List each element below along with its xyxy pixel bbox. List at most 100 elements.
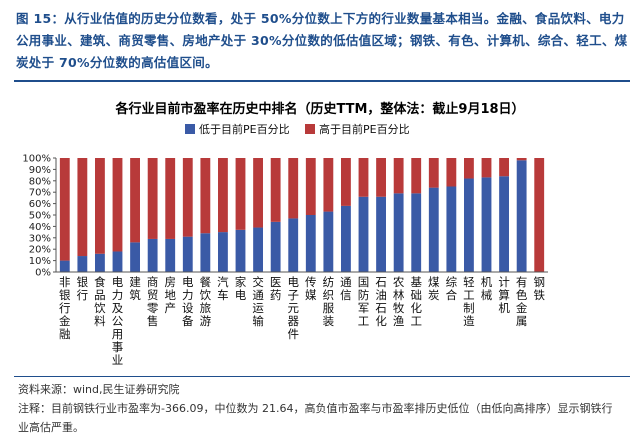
bar-high <box>428 158 439 188</box>
bar-high <box>200 158 211 234</box>
bar-high <box>235 158 246 230</box>
bar-low <box>393 193 404 272</box>
bottom-rule <box>14 376 630 377</box>
category-label: 轻工制造 <box>463 275 475 328</box>
bar-high <box>112 158 123 252</box>
legend-swatch-0 <box>185 124 195 134</box>
legend-label-1: 高于目前PE百分比 <box>319 122 410 136</box>
bar-high <box>393 158 404 194</box>
bar-high <box>253 158 263 228</box>
category-label: 食品饮料 <box>94 275 106 328</box>
bar-low <box>218 232 228 272</box>
legend-label-0: 低于目前PE百分比 <box>199 122 290 136</box>
bar-high <box>411 158 422 194</box>
bar-high <box>446 158 457 187</box>
bar-low <box>323 211 334 272</box>
category-label: 纺织服装 <box>323 275 335 328</box>
bar-high <box>464 158 474 179</box>
category-label: 餐饮旅游 <box>200 275 212 328</box>
bar-high <box>165 158 176 239</box>
category-label: 石油石化 <box>375 275 387 328</box>
bar-high <box>481 158 492 178</box>
source-text: 资料来源：wind,民生证券研究院 <box>18 383 180 396</box>
bar-low <box>464 178 474 272</box>
category-label: 基础化工 <box>410 275 422 328</box>
category-label: 商贸零售 <box>147 275 159 328</box>
bar-low <box>253 227 263 272</box>
legend-swatch-1 <box>305 124 315 134</box>
bar-low <box>235 229 246 272</box>
figure-caption: 图 15：从行业估值的历史分位数看，处于 50%分位数上下方的行业数量基本相当。… <box>16 11 628 70</box>
bar-low <box>200 233 211 272</box>
bar-high <box>305 158 316 215</box>
y-tick-label: 70% <box>29 188 51 199</box>
chart-title: 各行业目前市盈率在历史中排名（历史TTM，整体法：截止9月18日） <box>115 102 525 117</box>
bar-low <box>516 160 527 272</box>
bar-high <box>516 158 527 161</box>
bar-high <box>130 158 140 243</box>
y-tick-label: 60% <box>29 199 51 210</box>
bar-low <box>358 196 369 272</box>
category-label: 国防军工 <box>358 275 370 328</box>
bar-low <box>481 177 492 272</box>
bar-low <box>499 176 509 272</box>
bar-low <box>341 205 351 272</box>
category-label: 电子元器件 <box>287 275 299 341</box>
category-label: 汽车 <box>217 275 229 302</box>
bar-low <box>182 236 193 272</box>
y-tick-label: 90% <box>29 165 51 176</box>
category-label: 非银行金融 <box>59 275 71 341</box>
y-tick-label: 10% <box>29 256 51 267</box>
bar-low <box>59 260 70 272</box>
top-rule <box>14 80 630 82</box>
note-text: 注释：目前钢铁行业市盈率为-366.09，中位数为 21.64，高负值市盈率与市… <box>18 402 613 434</box>
bar-low <box>112 251 123 272</box>
category-label: 综合 <box>446 275 458 302</box>
bar-high <box>77 158 88 257</box>
bar-low <box>376 196 386 272</box>
bar-high <box>323 158 334 212</box>
bar-high <box>95 158 105 254</box>
bar-high <box>288 158 299 219</box>
bar-low <box>95 253 105 272</box>
bar-low <box>411 193 422 272</box>
bar-low <box>165 238 176 272</box>
category-label: 机械 <box>481 275 493 302</box>
y-tick-label: 100% <box>22 154 51 165</box>
y-tick-label: 0% <box>35 268 51 279</box>
category-label: 银行 <box>77 275 89 302</box>
category-label: 房地产 <box>164 275 176 315</box>
bar-high <box>534 158 545 272</box>
category-label: 家电 <box>235 275 247 302</box>
bar-high <box>59 158 70 261</box>
bar-low <box>428 187 439 272</box>
category-label: 农林牧渔 <box>393 275 405 328</box>
category-label: 有色金属 <box>516 275 528 328</box>
category-label: 煤炭 <box>428 275 440 302</box>
bar-low <box>147 238 158 272</box>
category-label: 计算机 <box>498 275 510 315</box>
bar-high <box>218 158 228 233</box>
bar-high <box>358 158 369 197</box>
bar-low <box>130 242 140 272</box>
bar-high <box>182 158 193 237</box>
bar-high <box>499 158 509 177</box>
bar-low <box>288 218 299 272</box>
category-label: 电力及公用事业 <box>112 275 124 367</box>
stacked-bar-chart: 低于目前PE百分比 高于目前PE百分比 0%10%20%30%40%50%60%70… <box>22 122 548 367</box>
bar-low <box>305 215 316 272</box>
y-tick-label: 80% <box>29 176 51 187</box>
bar-low <box>446 186 457 272</box>
y-tick-label: 40% <box>29 222 51 233</box>
category-label: 交通运输 <box>252 275 264 328</box>
category-label: 钢铁 <box>533 275 545 302</box>
y-tick-label: 20% <box>29 245 51 256</box>
category-label: 医药 <box>270 275 282 302</box>
category-label: 建筑 <box>129 275 141 302</box>
bar-low <box>270 221 281 272</box>
y-tick-label: 50% <box>29 211 51 222</box>
bar-high <box>270 158 281 222</box>
bar-high <box>376 158 386 197</box>
bar-high <box>341 158 351 206</box>
bar-high <box>147 158 158 239</box>
